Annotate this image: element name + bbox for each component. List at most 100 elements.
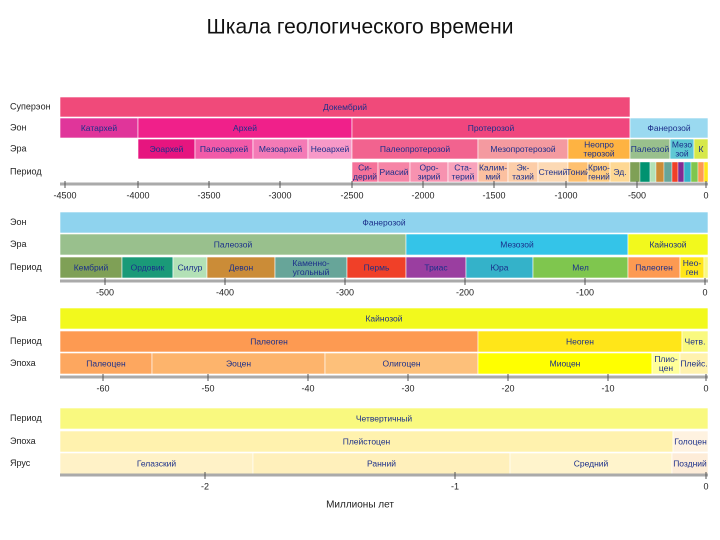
row-label: Период: [10, 262, 42, 272]
block-label: Фанерозой: [647, 123, 690, 133]
block-label: Поздний: [673, 459, 707, 469]
block-label: Протерозой: [468, 123, 515, 133]
tick-label: -400: [216, 287, 234, 297]
block-label: Кайнозой: [365, 314, 402, 324]
row-label: Эра: [10, 143, 26, 153]
row-label: Период: [10, 166, 42, 176]
block-label: Мел: [572, 263, 589, 273]
tick-label: 0: [702, 287, 707, 297]
time-block: [629, 117, 709, 139]
block-label: Оро-зирий: [418, 163, 441, 182]
block-label: Тоний: [566, 167, 590, 177]
tick-label: 0: [703, 481, 708, 491]
time-block: [59, 96, 631, 118]
time-block: [703, 256, 709, 279]
block-label: Кайнозой: [649, 240, 686, 250]
time-block: [672, 430, 709, 453]
row-label: Ярус: [10, 458, 31, 468]
block-label: Мезозой: [500, 240, 534, 250]
tick-label: -20: [501, 383, 514, 393]
row-label: Период: [10, 336, 42, 346]
block-label: Ста-терий: [452, 163, 475, 182]
block-label: Неоген: [566, 337, 594, 347]
time-block: [629, 161, 641, 183]
block-label: Кембрий: [74, 263, 109, 273]
time-block: [671, 161, 679, 183]
tick-label: -2: [201, 481, 209, 491]
row-label: Период: [10, 413, 42, 423]
block-label: Плио-цен: [654, 354, 678, 373]
block-label: Эк-тазий: [512, 163, 534, 182]
tick-label: -50: [201, 383, 214, 393]
tick-label: -200: [456, 287, 474, 297]
block-label: Ранний: [367, 459, 396, 469]
row-label: Эра: [10, 313, 26, 323]
block-label: Каменно-угольный: [292, 258, 329, 277]
tick-label: -2000: [411, 190, 434, 200]
tick-label: -3500: [197, 190, 220, 200]
block-label: Пермь: [364, 263, 390, 273]
block-label: Палеоархей: [200, 144, 248, 154]
block-label: Олигоцен: [382, 359, 420, 369]
tick-label: -4000: [126, 190, 149, 200]
tick-label: -1: [451, 481, 459, 491]
tick-label: -1000: [554, 190, 577, 200]
block-label: Палеоген: [635, 263, 673, 273]
time-block: [693, 138, 709, 160]
block-label: Эд.: [613, 167, 626, 177]
block-label: Палеоцен: [86, 359, 126, 369]
block-label: Четвертичный: [356, 414, 413, 424]
time-block: [639, 161, 651, 183]
block-label: Мезопротерозой: [490, 144, 556, 154]
block-label: Силур: [178, 263, 203, 273]
block-label: Средний: [574, 459, 609, 469]
block-label: Си-дерий: [353, 163, 377, 182]
block-label: Гелазский: [137, 459, 177, 469]
time-block: [663, 161, 673, 183]
block-label: Нео-ген: [683, 258, 702, 277]
time-block: [59, 307, 709, 330]
tick-label: -60: [96, 383, 109, 393]
time-block: [627, 233, 709, 256]
block-label: Голоцен: [674, 437, 707, 447]
tick-label: -2500: [340, 190, 363, 200]
tick-label: 0: [703, 383, 708, 393]
time-block: [703, 161, 709, 183]
tick-label: -300: [336, 287, 354, 297]
tick-label: -1500: [482, 190, 505, 200]
block-label: Стений: [539, 167, 568, 177]
block-label: Эоархей: [150, 144, 184, 154]
time-block: [59, 407, 709, 430]
axis-unit: Миллионы лет: [326, 500, 394, 511]
block-label: Ордовик: [131, 263, 165, 273]
block-label: Палеозой: [214, 240, 253, 250]
tick-label: -30: [401, 383, 414, 393]
block-label: Катархей: [81, 123, 118, 133]
row-label: Суперэон: [10, 101, 51, 111]
row-label: Эон: [10, 122, 26, 132]
tick-label: -40: [301, 383, 314, 393]
block-label: Неоархей: [311, 144, 350, 154]
block-label: К: [699, 144, 704, 154]
time-block: [59, 211, 709, 234]
tick-label: -500: [96, 287, 114, 297]
time-block: [679, 352, 709, 375]
block-label: Юра: [490, 263, 508, 273]
tick-label: -10: [601, 383, 614, 393]
time-block: [690, 161, 699, 183]
time-block: [681, 330, 709, 353]
time-block: [697, 161, 705, 183]
time-block: [649, 161, 657, 183]
block-label: Калим-мий: [479, 163, 507, 182]
block-label: Эоцен: [226, 359, 251, 369]
block-label: Крио-гений: [588, 163, 610, 182]
block-label: Архей: [233, 123, 257, 133]
block-label: Неопро терозой: [583, 140, 614, 159]
block-label: Палеоген: [250, 337, 288, 347]
block-label: Фанерозой: [362, 218, 405, 228]
block-label: Палеозой: [631, 144, 670, 154]
block-label: Четв.: [685, 337, 706, 347]
time-block: [655, 161, 665, 183]
